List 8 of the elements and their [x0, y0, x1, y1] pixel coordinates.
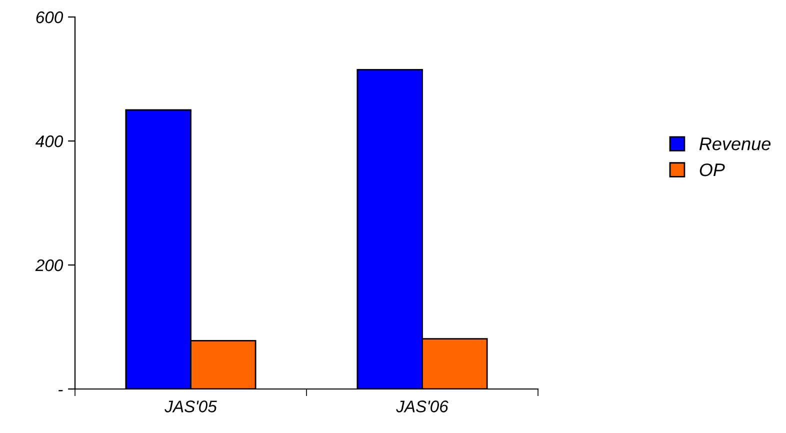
x-tick-label: JAS'06 [396, 400, 448, 412]
y-tick-label: 400 [35, 135, 64, 148]
x-tick-label: JAS'05 [164, 400, 217, 412]
y-tick-label: 200 [35, 259, 64, 272]
legend-label: OP [700, 163, 725, 176]
y-tick-label: - [58, 390, 63, 392]
legend-label: Revenue [699, 138, 770, 150]
y-tick-label: 600 [36, 11, 64, 24]
